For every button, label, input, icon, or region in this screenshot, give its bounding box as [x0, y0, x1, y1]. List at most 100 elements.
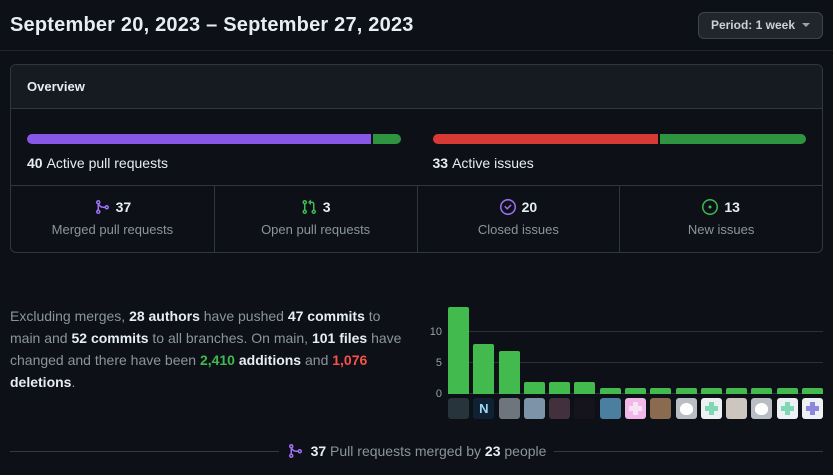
avatar-author-10[interactable] [675, 398, 697, 419]
commit-bar-author-11 [700, 387, 722, 394]
stat-label: Merged pull requests [51, 222, 174, 237]
text-run: 2,410 [199, 352, 235, 368]
octocat-icon [679, 402, 693, 415]
merged-banner-text: 37 Pull requests merged by 23 people [311, 443, 547, 459]
stat-value: 3 [322, 199, 331, 215]
text-run: 28 authors [129, 308, 200, 324]
text-run: to all branches. On main, [148, 330, 312, 346]
commit-bar-author-12 [726, 387, 748, 394]
text-run: have changed and there have been [10, 330, 402, 368]
stat-value: 37 [115, 199, 132, 215]
y-axis-tick-10: 10 [429, 326, 442, 338]
closed-issues-segment[interactable] [432, 134, 658, 144]
pull-requests-progress-bar [27, 134, 401, 144]
avatar-author-9[interactable] [650, 398, 672, 419]
active-pull-requests-label: Active pull requests [46, 155, 168, 171]
text-run: 47 commits [287, 308, 365, 324]
text-run: deletions [10, 374, 72, 390]
active-issues-count: 33 [432, 155, 449, 171]
commit-bar-author-13 [751, 387, 773, 394]
avatar-author-5[interactable] [549, 398, 571, 419]
text-run: and [301, 352, 333, 368]
stat-value: 13 [724, 199, 740, 215]
avatar-author-7[interactable] [599, 398, 621, 419]
git-merge-icon [94, 199, 110, 215]
avatar-author-1[interactable] [448, 398, 469, 419]
chevron-down-icon [802, 23, 810, 27]
issue-opened-icon [702, 199, 719, 215]
issues-column: 33 Active issues [417, 109, 823, 185]
identicon-pattern [780, 402, 794, 415]
banner-divider-right [554, 450, 823, 452]
avatar-author-8[interactable] [624, 398, 646, 419]
banner-divider-left [10, 450, 279, 452]
identicon-pattern [805, 402, 819, 415]
contributions-chart: 0 5 10 N [424, 299, 823, 419]
git-merge-icon [287, 443, 303, 459]
identicon-pattern [628, 402, 642, 415]
commit-bar-author-15 [801, 387, 823, 394]
commit-bar-author-7 [599, 387, 621, 394]
merged-pull-requests-segment[interactable] [27, 134, 371, 144]
active-issues-label: Active issues [452, 155, 534, 171]
text-run: Excluding merges, [10, 308, 130, 324]
avatar-author-4[interactable] [523, 398, 545, 419]
issues-progress-bar [432, 134, 806, 144]
stat-merged-pull-requests[interactable]: 37 Merged pull requests [11, 186, 214, 252]
active-issues-caption: 33 Active issues [433, 155, 807, 171]
active-pull-requests-count: 40 [27, 155, 43, 171]
new-issues-segment[interactable] [659, 134, 806, 144]
stat-label: New issues [687, 222, 755, 237]
stat-closed-issues[interactable]: 20 Closed issues [416, 186, 620, 252]
bars-layer [448, 299, 823, 394]
period-dropdown-label: Period: 1 week [710, 18, 795, 32]
text-run: people [500, 443, 547, 459]
commit-bar-author-5 [549, 381, 571, 394]
contributions-chart-plot: 0 5 10 [430, 299, 823, 400]
text-run: 101 files [311, 330, 368, 346]
text-run: Pull requests merged by [326, 443, 485, 459]
commit-bar-author-9 [650, 387, 672, 394]
octocat-icon [755, 402, 769, 415]
y-axis-tick-0: 0 [435, 388, 442, 400]
commit-bar-author-4 [523, 381, 545, 394]
text-run: 52 commits [71, 330, 149, 346]
merged-banner: 37 Pull requests merged by 23 people [10, 443, 823, 459]
overview-panel-title: Overview [11, 65, 822, 109]
date-range-title: September 20, 2023 – September 27, 2023 [10, 14, 414, 36]
issue-closed-icon [499, 199, 516, 215]
avatar-author-14[interactable] [776, 398, 798, 419]
active-pull-requests-caption: 40 Active pull requests [27, 155, 401, 171]
commit-bar-author-14 [776, 387, 798, 394]
gridline-y5 [448, 362, 823, 363]
identicon-pattern [704, 402, 718, 415]
commit-bar-author-10 [675, 387, 697, 394]
avatar-author-6[interactable] [574, 398, 596, 419]
commit-bar-author-1 [448, 307, 469, 394]
main-content: Excluding merges, 28 authors have pushed… [0, 299, 833, 419]
pull-requests-column: 40 Active pull requests [11, 109, 417, 185]
stat-value: 20 [521, 199, 538, 215]
commit-bar-author-6 [574, 381, 596, 394]
avatar-author-2[interactable]: N [473, 398, 495, 419]
avatar-author-3[interactable] [498, 398, 520, 419]
stat-open-pull-requests[interactable]: 3 Open pull requests [213, 186, 417, 252]
avatar-author-11[interactable] [700, 398, 722, 419]
avatar-author-13[interactable] [751, 398, 773, 419]
open-pull-requests-segment[interactable] [372, 134, 401, 144]
stat-new-issues[interactable]: 13 New issues [619, 186, 822, 252]
commit-bar-author-3 [498, 350, 520, 394]
text-run: 23 [484, 443, 501, 459]
period-dropdown-button[interactable]: Period: 1 week [697, 12, 823, 39]
avatar-author-15[interactable] [801, 398, 823, 419]
overview-panel: Overview 40 Active pull requests 33 Active… [10, 64, 823, 253]
text-run: to main and [10, 308, 381, 346]
avatar-author-12[interactable] [726, 398, 748, 419]
text-run: have pushed [199, 308, 288, 324]
y-axis-tick-5: 5 [435, 357, 442, 369]
activity-bars-row: 40 Active pull requests 33 Active issues [11, 109, 822, 186]
pulse-header: September 20, 2023 – September 27, 2023 … [0, 0, 833, 51]
stat-label: Open pull requests [261, 222, 371, 237]
text-run: 1,076 [332, 352, 368, 368]
commit-bar-author-2 [473, 344, 495, 394]
